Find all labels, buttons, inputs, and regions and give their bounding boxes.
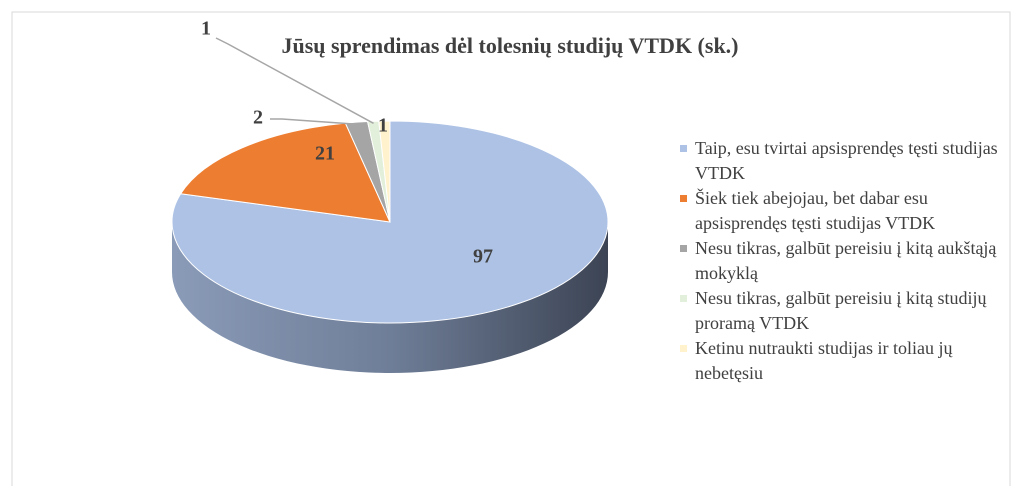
leader-line	[215, 37, 374, 124]
leader-line	[270, 118, 358, 125]
chart-border	[11, 11, 1011, 486]
legend-label: Nesu tikras, galbūt pereisiu į kitą stud…	[695, 288, 987, 333]
legend-item: Šiek tiek abejojau, bet dabar esu apsisp…	[680, 186, 1000, 236]
legend-swatch	[680, 145, 687, 152]
legend-swatch	[680, 245, 687, 252]
legend-label: Šiek tiek abejojau, bet dabar esu apsisp…	[695, 188, 936, 233]
legend-swatch	[680, 295, 687, 302]
legend-swatch	[680, 345, 687, 352]
legend-swatch	[680, 195, 687, 202]
legend-item: Nesu tikras, galbūt pereisiu į kitą stud…	[680, 286, 1000, 336]
data-label: 21	[315, 143, 335, 165]
legend-item: Nesu tikras, galbūt pereisiu į kitą aukš…	[680, 236, 1000, 286]
legend: Taip, esu tvirtai apsisprendęs tęsti stu…	[680, 136, 1000, 386]
slice	[378, 120, 391, 223]
legend-label: Nesu tikras, galbūt pereisiu į kitą aukš…	[695, 238, 997, 283]
legend-item: Ketinu nutraukti studijas ir toliau jų n…	[680, 336, 1000, 386]
data-label: 1	[378, 115, 388, 137]
data-label: 2	[253, 107, 263, 129]
data-label: 97	[473, 246, 493, 268]
data-label: 1	[201, 18, 211, 40]
slice	[179, 122, 391, 223]
legend-label: Taip, esu tvirtai apsisprendęs tęsti stu…	[695, 138, 998, 183]
legend-label: Ketinu nutraukti studijas ir toliau jų n…	[695, 338, 953, 383]
slice-side	[172, 222, 608, 373]
chart-title: Jūsų sprendimas dėl tolesnių studijų VTD…	[281, 33, 738, 58]
legend-item: Taip, esu tvirtai apsisprendęs tęsti stu…	[680, 136, 1000, 186]
